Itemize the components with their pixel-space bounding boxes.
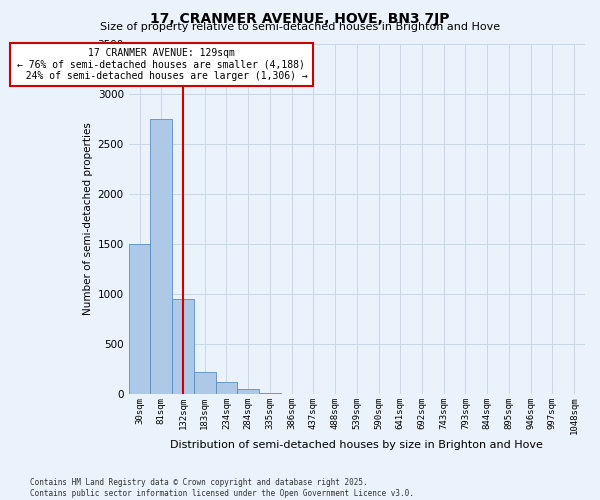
- Bar: [238, 389, 259, 394]
- Y-axis label: Number of semi-detached properties: Number of semi-detached properties: [83, 122, 94, 316]
- Text: Size of property relative to semi-detached houses in Brighton and Hove: Size of property relative to semi-detach…: [100, 22, 500, 32]
- Bar: [194, 372, 215, 394]
- Bar: [259, 392, 281, 394]
- X-axis label: Distribution of semi-detached houses by size in Brighton and Hove: Distribution of semi-detached houses by …: [170, 440, 543, 450]
- Bar: [151, 119, 172, 394]
- Text: 17, CRANMER AVENUE, HOVE, BN3 7JP: 17, CRANMER AVENUE, HOVE, BN3 7JP: [150, 12, 450, 26]
- Bar: [215, 382, 238, 394]
- Text: Contains HM Land Registry data © Crown copyright and database right 2025.
Contai: Contains HM Land Registry data © Crown c…: [30, 478, 414, 498]
- Bar: [172, 299, 194, 394]
- Text: 17 CRANMER AVENUE: 129sqm
← 76% of semi-detached houses are smaller (4,188)
  24: 17 CRANMER AVENUE: 129sqm ← 76% of semi-…: [14, 48, 308, 81]
- Bar: [128, 244, 151, 394]
